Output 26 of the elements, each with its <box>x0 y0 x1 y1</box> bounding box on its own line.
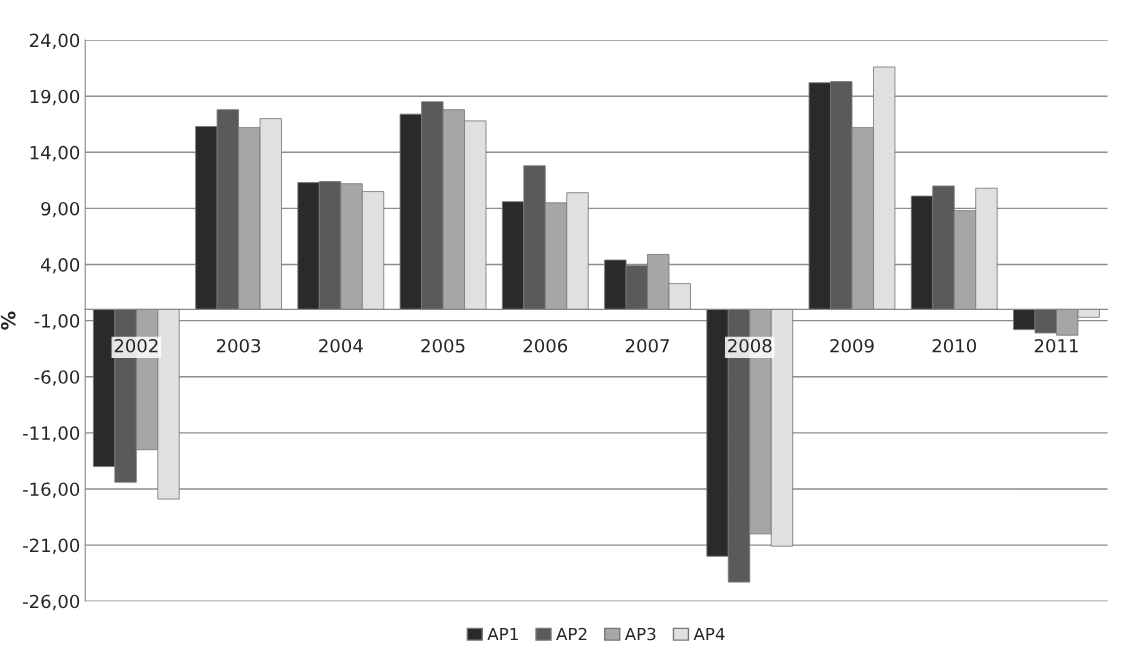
y-tick-label: -16,00 <box>23 482 80 498</box>
x-tick-label: 2005 <box>421 338 465 353</box>
x-tick-label: 2009 <box>830 338 874 353</box>
legend-label: AP2 <box>556 627 587 641</box>
x-tick-label: 2010 <box>932 338 977 353</box>
x-tick-label: 2003 <box>216 338 261 353</box>
y-tick-label: 24,00 <box>29 33 80 50</box>
x-tick-label: 2011 <box>1034 338 1078 353</box>
x-tick-label: 2008 <box>728 338 772 353</box>
y-tick-label: -21,00 <box>23 538 80 555</box>
x-tick-label: 2004 <box>319 338 363 353</box>
x-tick-label: 2007 <box>625 338 669 353</box>
legend-label: AP4 <box>693 627 725 641</box>
y-tick-label: 14,00 <box>30 145 80 162</box>
y-axis-title: % <box>0 311 16 330</box>
x-tick-label: 2006 <box>523 338 568 353</box>
y-tick-label: 9,00 <box>41 201 80 218</box>
y-tick-label: -6,00 <box>34 370 80 386</box>
y-tick-label: 4,00 <box>41 257 80 274</box>
y-tick-label: -1,00 <box>34 314 80 330</box>
x-tick-label: 2002 <box>114 338 158 353</box>
y-tick-label: 19,00 <box>30 89 80 106</box>
legend-label: AP3 <box>624 627 656 641</box>
y-tick-label: -11,00 <box>23 426 80 442</box>
y-tick-label: -26,00 <box>23 594 80 611</box>
legend-label: AP1 <box>487 627 518 641</box>
